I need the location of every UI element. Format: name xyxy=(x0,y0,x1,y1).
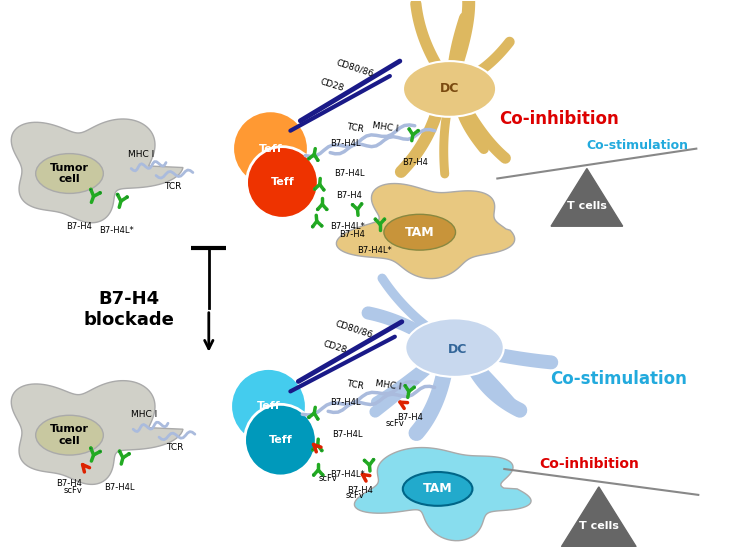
Text: B7-H4: B7-H4 xyxy=(336,191,362,200)
Circle shape xyxy=(321,225,323,227)
Text: Co-inhibition: Co-inhibition xyxy=(539,457,639,471)
Circle shape xyxy=(321,474,324,476)
Text: TCR: TCR xyxy=(346,122,364,134)
Text: CD28: CD28 xyxy=(319,77,346,93)
Polygon shape xyxy=(354,448,531,541)
Text: B7-H4L: B7-H4L xyxy=(104,483,134,492)
Text: TAM: TAM xyxy=(405,226,434,239)
Text: B7-H4L*: B7-H4L* xyxy=(357,246,392,255)
Circle shape xyxy=(246,147,319,218)
Text: MHC I: MHC I xyxy=(374,379,402,391)
Polygon shape xyxy=(11,381,183,484)
Circle shape xyxy=(361,203,362,205)
Text: B7-H4: B7-H4 xyxy=(397,413,423,423)
Circle shape xyxy=(245,404,316,476)
Text: B7-H4: B7-H4 xyxy=(57,479,82,488)
Polygon shape xyxy=(551,169,623,226)
Circle shape xyxy=(99,192,101,194)
Text: B7-H4: B7-H4 xyxy=(339,230,365,239)
Circle shape xyxy=(308,158,310,160)
Circle shape xyxy=(308,416,310,419)
Text: Teff: Teff xyxy=(268,435,292,445)
Text: T cells: T cells xyxy=(579,521,619,530)
Circle shape xyxy=(404,385,406,387)
Circle shape xyxy=(417,129,419,132)
Ellipse shape xyxy=(403,61,496,117)
Text: TCR: TCR xyxy=(346,380,364,391)
Circle shape xyxy=(316,159,319,161)
Text: MHC I: MHC I xyxy=(371,121,399,134)
Text: scFv: scFv xyxy=(64,486,83,495)
Circle shape xyxy=(118,450,121,453)
Circle shape xyxy=(90,189,92,191)
Text: Co-inhibition: Co-inhibition xyxy=(499,110,619,128)
Circle shape xyxy=(316,208,319,210)
Circle shape xyxy=(316,418,319,420)
Text: TCR: TCR xyxy=(166,443,184,452)
Circle shape xyxy=(312,449,313,451)
Circle shape xyxy=(383,218,386,220)
Ellipse shape xyxy=(36,415,104,455)
Circle shape xyxy=(321,449,323,452)
Text: B7-H4L: B7-H4L xyxy=(330,398,361,407)
Circle shape xyxy=(413,386,416,389)
Circle shape xyxy=(117,193,119,196)
Text: CD80/86: CD80/86 xyxy=(334,319,374,340)
Ellipse shape xyxy=(403,472,472,506)
Text: B7-H4L: B7-H4L xyxy=(330,139,361,148)
Circle shape xyxy=(128,453,130,455)
Circle shape xyxy=(364,459,365,461)
Text: MHC I: MHC I xyxy=(131,410,157,419)
Text: DC: DC xyxy=(440,82,459,95)
Text: scFv: scFv xyxy=(386,419,405,428)
Text: Co-stimulation: Co-stimulation xyxy=(586,139,688,152)
Circle shape xyxy=(230,368,306,444)
Circle shape xyxy=(233,111,308,186)
Text: DC: DC xyxy=(448,343,467,356)
Circle shape xyxy=(408,128,410,130)
Circle shape xyxy=(90,447,92,449)
Text: MHC I: MHC I xyxy=(128,150,155,158)
Text: B7-H4L: B7-H4L xyxy=(334,169,364,178)
Text: TCR: TCR xyxy=(164,182,182,191)
Polygon shape xyxy=(11,119,183,222)
Circle shape xyxy=(374,218,376,220)
Circle shape xyxy=(313,474,315,476)
Text: Co-stimulation: Co-stimulation xyxy=(550,370,687,389)
Ellipse shape xyxy=(36,153,104,193)
Text: B7-H4L*: B7-H4L* xyxy=(330,222,365,231)
Text: TAM: TAM xyxy=(423,482,453,495)
Circle shape xyxy=(313,188,316,190)
Circle shape xyxy=(311,226,313,228)
Text: B7-H4: B7-H4 xyxy=(347,486,373,495)
Text: Teff: Teff xyxy=(270,178,295,187)
Circle shape xyxy=(323,189,325,191)
Circle shape xyxy=(99,450,101,453)
Text: scFv: scFv xyxy=(319,475,337,483)
Text: Tumor
cell: Tumor cell xyxy=(50,163,89,184)
Text: B7-H4L: B7-H4L xyxy=(332,430,362,439)
Text: T cells: T cells xyxy=(567,201,607,211)
Ellipse shape xyxy=(384,214,456,250)
Circle shape xyxy=(326,208,328,210)
Text: CD80/86: CD80/86 xyxy=(335,58,375,79)
Text: B7-H4: B7-H4 xyxy=(66,222,93,231)
Text: CD28: CD28 xyxy=(322,339,348,355)
Text: B7-H4: B7-H4 xyxy=(402,158,428,167)
Text: B7-H4L*: B7-H4L* xyxy=(99,226,133,235)
Text: Tumor
cell: Tumor cell xyxy=(50,424,89,446)
Text: scFv: scFv xyxy=(346,491,364,500)
Circle shape xyxy=(373,459,375,461)
Circle shape xyxy=(351,204,354,206)
Text: B7-H4L*: B7-H4L* xyxy=(330,471,365,480)
Text: B7-H4
blockade: B7-H4 blockade xyxy=(84,290,175,329)
Polygon shape xyxy=(336,184,515,278)
Ellipse shape xyxy=(405,318,504,377)
Text: Teff: Teff xyxy=(259,144,282,153)
Polygon shape xyxy=(561,487,636,546)
Text: Teff: Teff xyxy=(257,401,281,412)
Circle shape xyxy=(126,196,128,198)
